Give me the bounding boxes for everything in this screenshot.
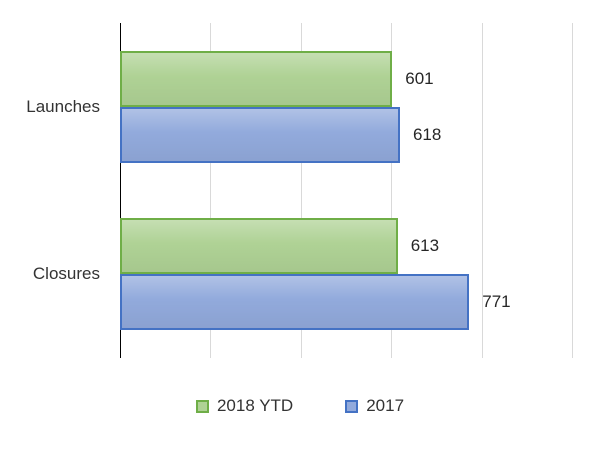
- legend-item-2017: 2017: [345, 396, 404, 416]
- gridline-400: [300, 23, 302, 358]
- category-rows: Launches 601 618 Closures 613 771: [0, 23, 573, 358]
- legend-label: 2017: [366, 396, 405, 415]
- bar-line: 771: [120, 274, 573, 331]
- bar-launches-2017: [120, 106, 400, 163]
- legend-label: 2018 YTD: [216, 396, 294, 415]
- value-label: 771: [482, 292, 511, 312]
- legend-item-2018-ytd: 2018 YTD: [195, 396, 294, 416]
- bar-launches-2018-ytd: [120, 50, 393, 107]
- gridline-800: [481, 23, 483, 358]
- value-label: 613: [410, 236, 440, 256]
- gridline-600: [391, 23, 393, 358]
- bar-line: 601: [120, 50, 573, 107]
- legend: 2018 YTD 2017: [0, 396, 600, 416]
- bar-closures-2017: [120, 274, 470, 331]
- plot-area: [120, 23, 573, 358]
- bars-group: 613 771: [120, 191, 573, 359]
- bar-line: 618: [120, 106, 573, 163]
- legend-swatch-icon: [345, 399, 359, 413]
- category-label: Launches: [26, 96, 100, 116]
- value-label: 618: [412, 124, 442, 144]
- gridline-1000: [572, 23, 573, 358]
- category-row-closures: Closures 613 771: [0, 191, 573, 359]
- bar-line: 613: [120, 218, 573, 275]
- bar-closures-2018-ytd: [120, 218, 398, 275]
- bars-group: 601 618: [120, 23, 573, 191]
- gridline-200: [210, 23, 212, 358]
- category-row-launches: Launches 601 618: [0, 23, 573, 191]
- category-label: Closures: [32, 264, 100, 284]
- value-label: 601: [405, 68, 434, 88]
- legend-swatch-icon: [195, 399, 209, 413]
